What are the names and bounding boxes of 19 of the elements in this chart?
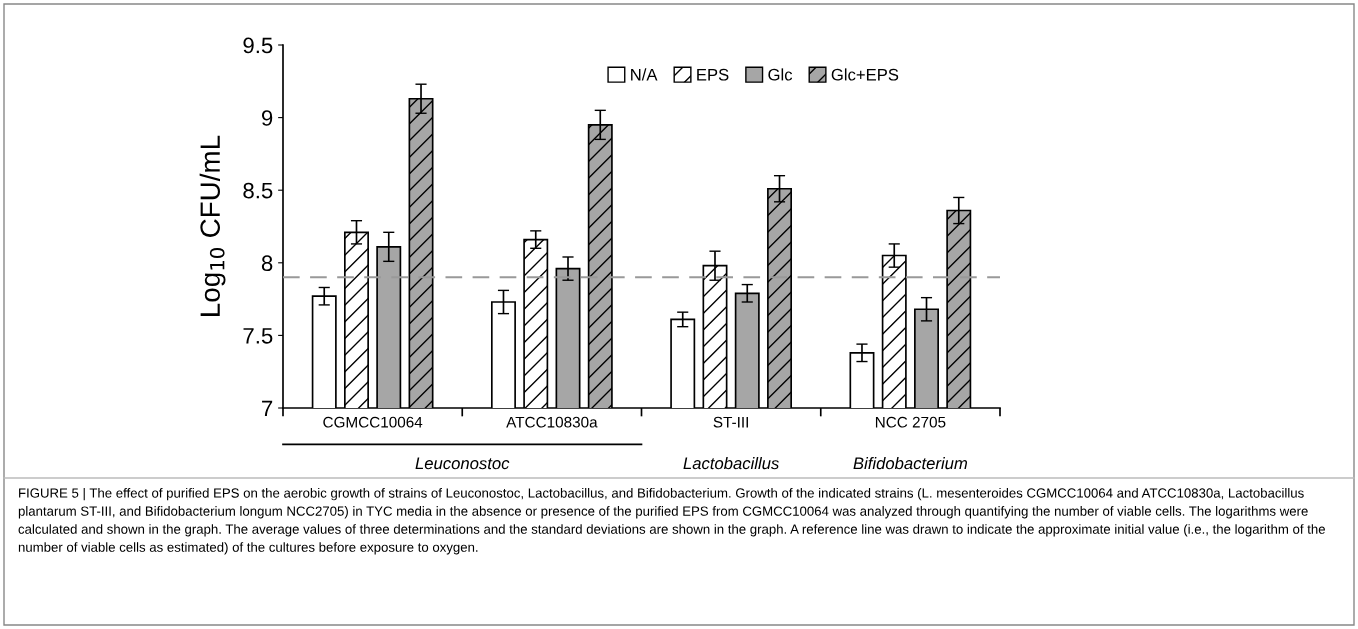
legend-label: EPS: [697, 68, 729, 81]
legend-label: Glc: [768, 68, 793, 81]
x-tick-label: ATCC10830a: [506, 416, 598, 428]
y-tick-label: 7: [262, 400, 273, 417]
text: Lactobacillus: [683, 457, 779, 470]
y-tick-label: 9: [261, 110, 273, 126]
y-tick-label: 7.5: [243, 328, 273, 344]
y-tick-label: 8: [261, 255, 273, 272]
x-tick-label: ST-III: [713, 416, 748, 428]
legend-label: Glc+EPS: [831, 68, 899, 81]
y-tick-label: 9.5: [243, 37, 273, 54]
y-tick-label: 8.5: [243, 182, 273, 199]
x-tick-label: CGMCC10064: [323, 416, 423, 428]
text: Leuconostoc: [415, 457, 510, 470]
text: Bifidobacterium: [853, 457, 968, 470]
y-axis-title: Log$_{10}$ CFU/mL: [199, 135, 226, 316]
x-tick-label: NCC 2705: [875, 416, 946, 428]
caption: FIGURE 5 | The effect of purified EPS on the aerobic growth of strains of Leuconostoc, Lactobacillus, and Bifidobacterium. Growth of the indicated strains (L. mesenteroides CGMCC10064 and ATCC10830a, Lactobacillus plantarum ST-III, and Bifidobacterium longum NCC2705) in TYC media in the absence or presence of the purified EPS from CGMCC10064 was analyzed through quantifying the number of viable cells. The logarithms were calculated and shown in the graph. The average values of three determinations and the standard deviations are shown in the graph. A reference line was drawn to indicate the approximate initial value (i.e., the logarithm of the number of viable cells as estimated) of the cultures before exposure to oxygen.: [18, 488, 1325, 555]
legend-label: N/A: [631, 68, 658, 81]
